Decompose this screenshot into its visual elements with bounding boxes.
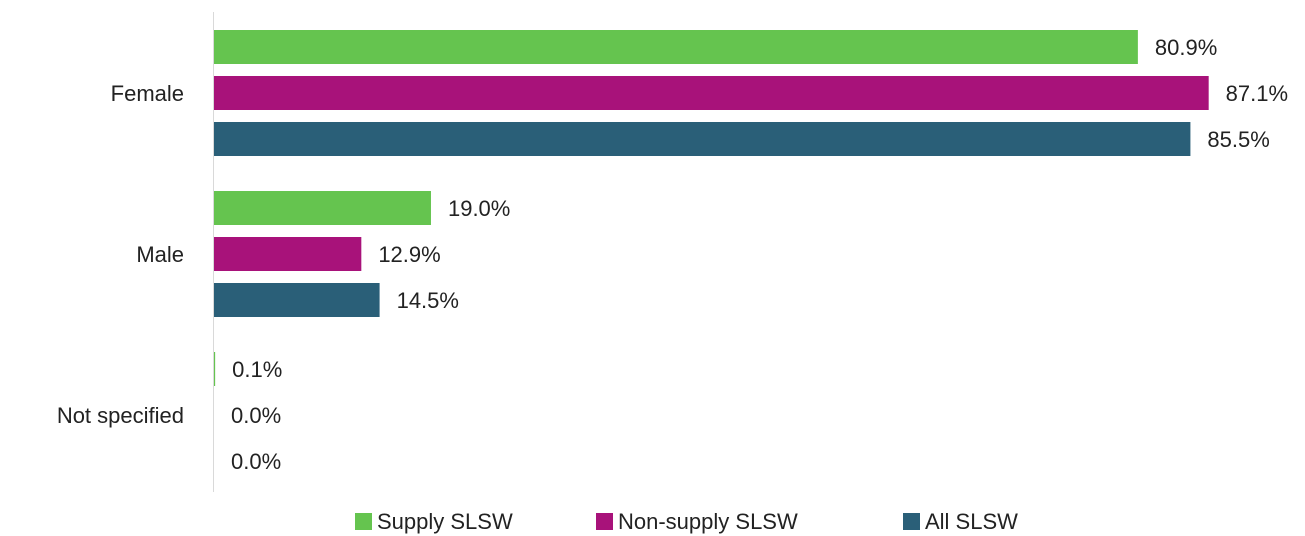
y-tick-label: Female [111, 81, 184, 106]
data-label: 19.0% [448, 196, 510, 221]
legend-label: Non-supply SLSW [618, 509, 798, 534]
bar [214, 352, 216, 386]
data-label: 0.1% [232, 357, 282, 382]
bar [214, 283, 380, 317]
data-label: 85.5% [1207, 127, 1269, 152]
legend-swatch [903, 513, 920, 530]
y-tick-label: Not specified [57, 403, 184, 428]
data-label: 87.1% [1226, 81, 1288, 106]
bar [214, 191, 431, 225]
data-label: 80.9% [1155, 35, 1217, 60]
data-label: 0.0% [231, 403, 281, 428]
bar [214, 76, 1209, 110]
data-label: 12.9% [378, 242, 440, 267]
legend-label: Supply SLSW [377, 509, 513, 534]
y-tick-label: Male [136, 242, 184, 267]
bar [214, 30, 1138, 64]
bar [214, 237, 362, 271]
data-label: 0.0% [231, 449, 281, 474]
legend-label: All SLSW [925, 509, 1018, 534]
legend-swatch [355, 513, 372, 530]
bar [214, 122, 1191, 156]
legend-swatch [596, 513, 613, 530]
data-label: 14.5% [397, 288, 459, 313]
